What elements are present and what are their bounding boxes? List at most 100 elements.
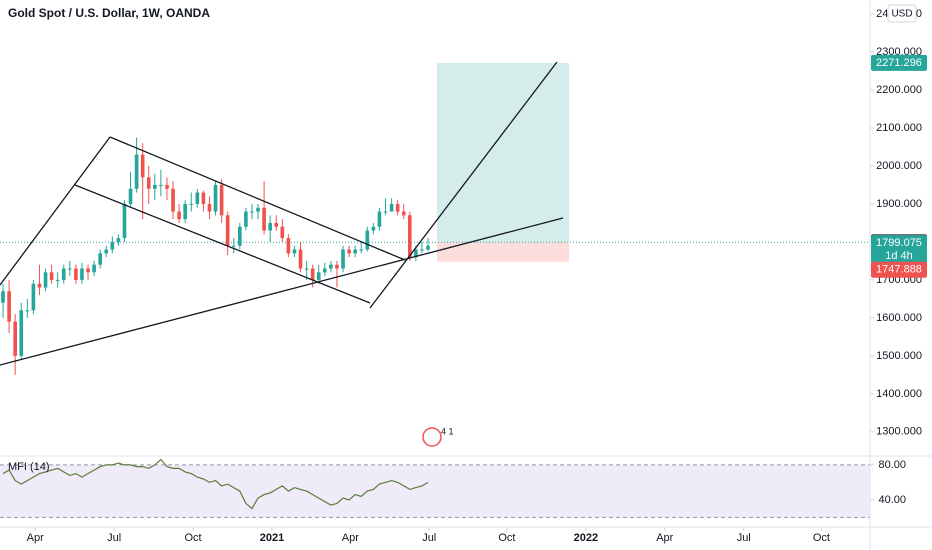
candle-body (371, 226, 376, 231)
currency-box[interactable] (887, 4, 917, 23)
trend-line (74, 184, 371, 304)
target-label: 2271.296 (876, 57, 922, 69)
y-tick-label: 1500.000 (876, 350, 922, 362)
trend-line (369, 61, 558, 309)
candle-body (310, 268, 315, 280)
candle-body (152, 184, 157, 189)
candle-body (7, 291, 11, 322)
badge-icon[interactable] (422, 427, 442, 447)
y-tick-label: 2100.000 (876, 122, 922, 134)
y-tick-label: 80.00 (878, 459, 906, 471)
candle-body (92, 264, 96, 273)
candle-body (31, 283, 36, 311)
drawings (0, 62, 870, 262)
target-label-box (871, 54, 927, 71)
candle-body (189, 203, 194, 205)
candle-body (201, 192, 206, 204)
candle-body (43, 272, 48, 288)
candle-body (171, 188, 175, 212)
x-tick-label: Apr (656, 532, 673, 544)
y-tick-label: 1600.000 (876, 312, 922, 324)
candle-body (389, 203, 394, 212)
countdown: 1d 4h (885, 250, 913, 262)
candle-body (237, 226, 242, 246)
trend-line (0, 217, 564, 366)
candle-body (128, 188, 133, 204)
stop-label: 1747.888 (876, 264, 922, 276)
x-tick-label: Oct (813, 532, 830, 544)
badge: 4 1 (441, 426, 454, 436)
candle-body (395, 203, 400, 212)
x-tick-label: Oct (185, 532, 202, 544)
candle-body (104, 249, 109, 254)
candle-body (98, 253, 102, 265)
mfi-band (0, 464, 870, 518)
candle-body (341, 249, 345, 269)
candle-body (207, 203, 212, 212)
candle-body (304, 268, 309, 270)
candle-body (298, 249, 303, 269)
y-tick-label: 1900.000 (876, 198, 922, 210)
candle-body (183, 203, 187, 220)
candle-body (110, 241, 115, 250)
candle-body (140, 154, 145, 178)
y-tick-label: 2000.000 (876, 160, 922, 172)
candle-body (414, 249, 418, 258)
candle-body (195, 192, 200, 204)
candle-body (280, 226, 285, 239)
candle-body (365, 230, 370, 250)
marks (0, 137, 870, 518)
candle-body (244, 211, 248, 227)
trend-line (109, 136, 406, 261)
candle-body (55, 279, 60, 281)
candle-body (256, 207, 260, 212)
x-tick-label: 2022 (574, 532, 598, 544)
candle-body (426, 245, 430, 250)
stop-label-box (871, 261, 927, 278)
x-tick-label: Apr (342, 532, 359, 544)
candle-body (13, 321, 17, 356)
candle-body (165, 184, 169, 189)
candle-body (347, 249, 351, 254)
candle-body (159, 184, 163, 186)
candle-body (262, 207, 266, 231)
x-tick-label: Apr (27, 532, 44, 544)
candle-body (407, 215, 412, 258)
x-tick-label: Jul (422, 532, 436, 544)
candle-body (37, 283, 42, 288)
candle-body (61, 268, 66, 280)
candle-body (359, 249, 364, 251)
candle-body (25, 310, 30, 312)
candle-body (177, 211, 181, 220)
candle-body (420, 249, 424, 251)
last-price-label: 1799.075 (876, 237, 922, 249)
candle-body (322, 268, 327, 273)
candle-body (1, 291, 5, 303)
x-tick-label: Jul (737, 532, 751, 544)
candle-body (335, 264, 339, 269)
candle-body (353, 249, 357, 254)
candle-body (122, 203, 127, 239)
indicator-title: MFI (14) (8, 461, 50, 473)
candle-body (80, 268, 84, 280)
candle-body (213, 184, 218, 212)
candle-body (134, 154, 139, 189)
candle-body (274, 222, 279, 227)
loss-zone (437, 242, 569, 262)
candle-body (74, 268, 78, 280)
mfi-line (2, 458, 429, 510)
y-tick-label: 40.00 (878, 494, 906, 506)
candle-body (268, 222, 272, 231)
candle-body (250, 211, 254, 213)
candle-body (86, 268, 90, 273)
candle-body (219, 184, 224, 216)
candle-body (225, 215, 230, 246)
candle-body (146, 177, 151, 189)
x-tick-label: 2021 (260, 532, 284, 544)
candle-body (401, 211, 406, 216)
candle-body (377, 211, 382, 227)
candle-body (67, 268, 72, 270)
candle-body (19, 310, 24, 356)
chart-title: Gold Spot / U.S. Dollar, 1W, OANDA (8, 6, 210, 20)
currency: USD (891, 9, 912, 20)
